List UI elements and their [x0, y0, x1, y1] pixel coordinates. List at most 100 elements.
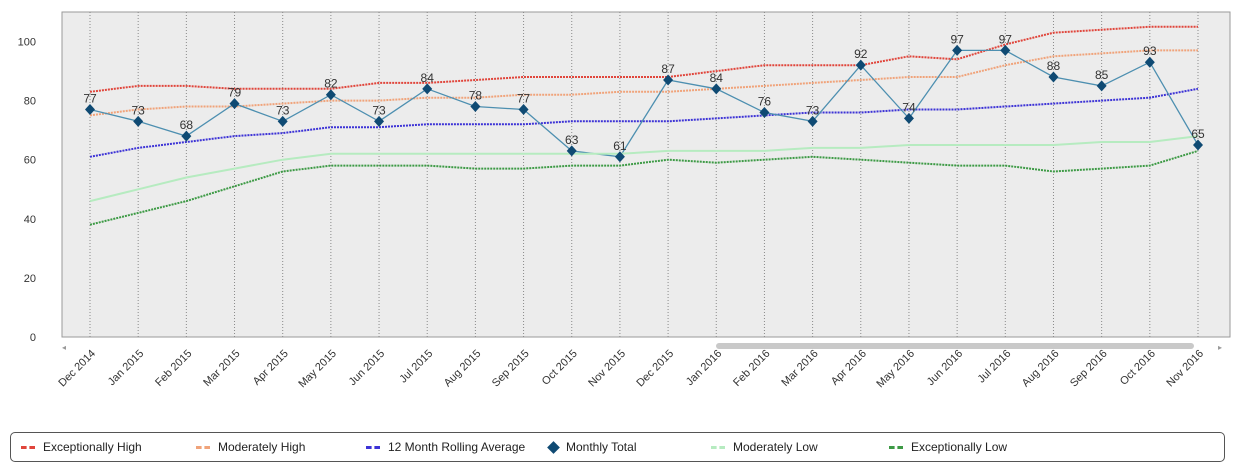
data-point-marker: [1144, 56, 1155, 68]
y-tick-label: 20: [24, 273, 36, 285]
data-point-marker: [470, 101, 481, 113]
y-tick-label: 60: [24, 155, 36, 167]
data-point-marker: [566, 145, 577, 157]
data-point-marker: [711, 83, 722, 95]
horizontal-scrollbar[interactable]: ◂ ▸: [62, 343, 1222, 352]
data-point-marker: [518, 104, 529, 115]
series-line-exceptionally-low: [89, 149, 1199, 226]
data-point-marker: [1193, 139, 1203, 151]
x-tick-label: Aug 2015: [442, 348, 484, 390]
series-line-monthly-total: [89, 49, 1199, 158]
data-label: 84: [421, 71, 435, 85]
legend-item-exceptionally-low[interactable]: Exceptionally Low: [889, 433, 1007, 461]
data-label: 76: [758, 94, 772, 108]
legend-swatch-exceptionally-low: [889, 445, 903, 449]
data-label: 84: [710, 71, 724, 85]
x-tick-label: Dec 2015: [634, 348, 676, 390]
data-label: 65: [1191, 127, 1205, 141]
diamond-marker-icon: [547, 440, 560, 454]
chart-legend: Exceptionally High Moderately High 12 Mo…: [10, 432, 1225, 462]
data-label: 79: [228, 86, 242, 100]
data-label: 68: [180, 118, 194, 132]
y-tick-label: 40: [24, 214, 36, 226]
data-point-marker: [85, 104, 95, 115]
data-label: 97: [999, 32, 1013, 46]
x-tick-label: Oct 2015: [540, 348, 580, 388]
y-tick-label: 80: [24, 96, 36, 108]
chart-area: 77 73 68 79 73 82 73 84 78 77 63 61 87 84 76 73 92 74 97 97…: [18, 11, 1231, 391]
legend-item-rolling-average[interactable]: 12 Month Rolling Average: [366, 433, 525, 461]
data-label: 73: [276, 103, 290, 117]
x-tick-label: Nov 2015: [586, 348, 628, 390]
x-tick-label: Feb 2015: [153, 348, 194, 389]
data-point-marker: [1000, 44, 1011, 56]
x-tick-label: Sep 2015: [490, 348, 532, 390]
x-tick-label: Jun 2015: [347, 348, 387, 388]
data-label: 73: [131, 103, 145, 117]
data-label: 77: [517, 92, 531, 106]
plot-background: [61, 11, 1231, 338]
legend-label: Moderately Low: [733, 440, 818, 454]
data-point-marker: [663, 74, 674, 86]
data-label: 92: [854, 47, 868, 61]
data-label: 87: [661, 62, 675, 76]
x-tick-label: Jan 2015: [106, 348, 146, 388]
data-label: 74: [902, 100, 916, 114]
data-point-marker: [422, 83, 433, 95]
data-point-marker: [952, 44, 963, 56]
data-point-marker: [374, 115, 385, 127]
data-point-marker: [1048, 71, 1059, 83]
legend-swatch-moderately-high: [196, 445, 210, 449]
y-tick-label: 0: [30, 332, 36, 344]
x-tick-label: Oct 2016: [1118, 348, 1158, 388]
x-tick-label: Jan 2016: [684, 348, 724, 388]
data-label: 73: [372, 103, 386, 117]
data-label: 61: [613, 139, 627, 153]
data-label-layer: 77 73 68 79 73 82 73 84 78 77 63 61 87 84 76 73 92 74 97 97…: [83, 32, 1205, 152]
data-label: 78: [469, 89, 483, 103]
data-label: 73: [806, 103, 820, 117]
x-tick-label: May 2015: [296, 348, 339, 391]
x-tick-label: Jul 2016: [976, 348, 1014, 386]
legend-label: Exceptionally High: [43, 440, 142, 454]
legend-item-moderately-high[interactable]: Moderately High: [196, 433, 305, 461]
scrollbar-thumb[interactable]: [716, 343, 1194, 349]
scroll-right-arrow[interactable]: ▸: [1218, 343, 1222, 352]
data-point-marker: [807, 115, 818, 127]
data-point-marker: [855, 59, 866, 71]
legend-label: 12 Month Rolling Average: [388, 440, 526, 454]
scroll-left-arrow[interactable]: ◂: [62, 343, 66, 352]
series-layer: [89, 25, 1199, 226]
legend-label: Moderately High: [218, 440, 306, 454]
data-point-marker: [277, 115, 288, 127]
legend-item-monthly-total[interactable]: Monthly Total: [546, 433, 636, 461]
data-point-marker: [325, 89, 336, 101]
x-tick-label: Aug 2016: [1020, 348, 1062, 390]
marker-layer: [85, 44, 1203, 163]
data-point-marker: [181, 130, 192, 142]
x-tick-label: Dec 2014: [56, 348, 98, 390]
data-point-marker: [229, 98, 240, 110]
legend-swatch-rolling-average: [366, 445, 380, 449]
series-line-moderately-low: [89, 135, 1199, 203]
legend-label: Exceptionally Low: [911, 440, 1008, 454]
x-tick-label: Feb 2016: [731, 348, 772, 389]
data-label: 77: [83, 92, 97, 106]
data-label: 82: [324, 77, 338, 91]
data-label: 63: [565, 133, 579, 147]
legend-item-exceptionally-high[interactable]: Exceptionally High: [21, 433, 142, 461]
data-point-marker: [133, 115, 144, 127]
x-tick-label: Apr 2016: [829, 348, 869, 388]
data-point-marker: [1096, 80, 1107, 92]
x-tick-label: Nov 2016: [1164, 348, 1206, 390]
legend-label: Monthly Total: [566, 440, 637, 454]
data-label: 88: [1047, 59, 1061, 73]
x-tick-label: Mar 2016: [779, 348, 820, 389]
grid-layer: [89, 12, 1199, 337]
legend-item-moderately-low[interactable]: Moderately Low: [711, 433, 818, 461]
line-chart: 77 73 68 79 73 82 73 84 78 77 63 61 87 84 76 73 92 74 97 97…: [18, 11, 1231, 391]
x-tick-label: Jun 2016: [925, 348, 965, 388]
data-label: 97: [950, 32, 964, 46]
series-line-12-month-rolling-average: [89, 87, 1199, 158]
x-tick-label: Mar 2015: [201, 348, 242, 389]
